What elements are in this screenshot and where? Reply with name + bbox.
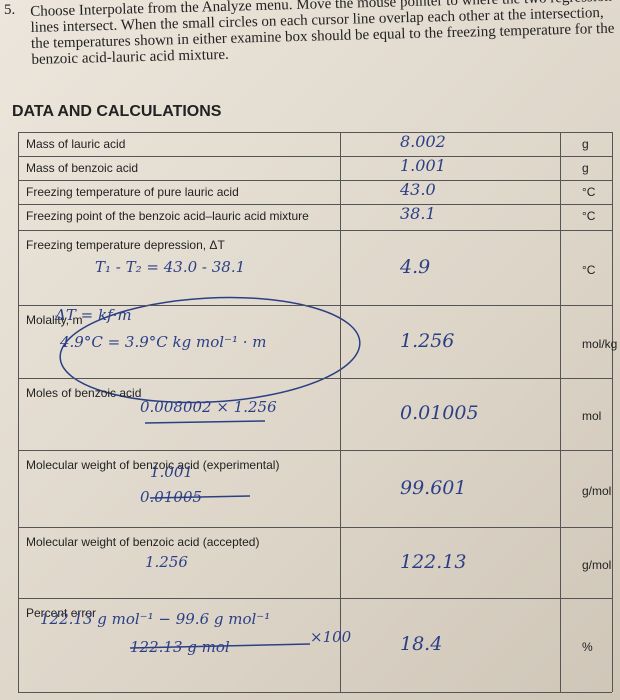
unit: mol bbox=[582, 409, 602, 423]
unit: °C bbox=[582, 185, 596, 199]
row-label: Molality, m bbox=[26, 313, 83, 327]
row-border bbox=[18, 132, 612, 133]
unit: mol/kg bbox=[582, 336, 618, 351]
step-number: 5. bbox=[4, 2, 16, 18]
work-line: 4.9°C = 3.9°C kg mol⁻¹ · m bbox=[60, 333, 267, 351]
unit: g bbox=[582, 137, 589, 151]
value: 0.01005 bbox=[400, 402, 479, 424]
row-border bbox=[18, 305, 612, 306]
value: 18.4 bbox=[400, 633, 443, 655]
value: 1.001 bbox=[400, 156, 446, 175]
unit: g bbox=[582, 161, 589, 175]
value: 8.002 bbox=[400, 132, 446, 151]
row-border bbox=[18, 692, 612, 693]
unit: °C bbox=[582, 262, 596, 277]
row-label: Molecular weight of benzoic acid (accept… bbox=[26, 535, 260, 549]
unit: °C bbox=[582, 209, 596, 223]
work-line: T₁ - T₂ = 43.0 - 38.1 bbox=[95, 258, 246, 276]
work-line: 122.13 g mol bbox=[130, 638, 230, 656]
hand-circle bbox=[59, 296, 361, 404]
section-title: DATA AND CALCULATIONS bbox=[12, 103, 222, 120]
work-line: ×100 bbox=[310, 628, 352, 646]
row-label: Freezing temperature depression, ΔT bbox=[26, 238, 225, 252]
row-border bbox=[18, 527, 612, 528]
row-label: Mass of lauric acid bbox=[26, 137, 126, 151]
row-border bbox=[18, 450, 612, 451]
value: 38.1 bbox=[400, 204, 436, 223]
value: 122.13 bbox=[400, 550, 467, 573]
row-label: Percent error bbox=[26, 606, 97, 620]
value: 4.9 bbox=[400, 255, 431, 278]
column-border bbox=[18, 132, 19, 692]
work-line: 122.13 g mol⁻¹ − 99.6 g mol⁻¹ bbox=[40, 610, 271, 628]
work-line: 0.008002 × 1.256 bbox=[140, 398, 277, 416]
unit: g/mol bbox=[582, 557, 612, 572]
column-border bbox=[560, 132, 561, 692]
unit: % bbox=[582, 640, 593, 654]
work-line: ΔT = kf·m bbox=[55, 306, 132, 324]
work-line: 1.256 bbox=[145, 553, 188, 571]
row-label: Molecular weight of benzoic acid (experi… bbox=[26, 458, 280, 472]
strike-through bbox=[144, 420, 266, 424]
fraction-bar bbox=[129, 643, 311, 649]
row-label: Freezing point of the benzoic acid–lauri… bbox=[26, 209, 309, 223]
row-border bbox=[18, 598, 612, 599]
unit: g/mol bbox=[582, 483, 612, 498]
work-line: 1.001 bbox=[150, 463, 193, 481]
row-label: Mass of benzoic acid bbox=[26, 161, 139, 175]
value: 99.601 bbox=[400, 476, 467, 499]
row-border bbox=[18, 180, 612, 181]
work-line: 0.01005 bbox=[140, 488, 203, 506]
row-border bbox=[18, 204, 612, 205]
row-border bbox=[18, 230, 612, 231]
row-border bbox=[18, 378, 612, 379]
row-border bbox=[18, 156, 612, 157]
column-border bbox=[612, 132, 613, 692]
value: 1.256 bbox=[400, 329, 455, 352]
row-label: Moles of benzoic acid bbox=[26, 386, 142, 400]
value: 43.0 bbox=[400, 180, 436, 199]
fraction-bar bbox=[149, 495, 251, 499]
column-border bbox=[340, 132, 341, 692]
row-label: Freezing temperature of pure lauric acid bbox=[26, 185, 239, 199]
